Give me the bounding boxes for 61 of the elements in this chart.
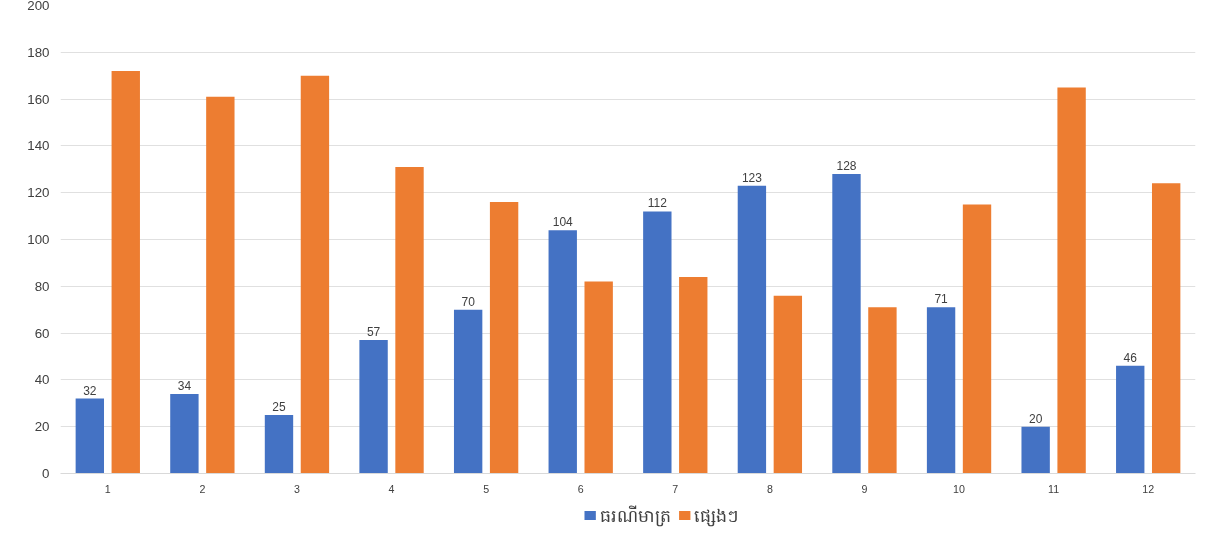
x-tick-label: 11 [1048,482,1060,495]
data-label: 123 [741,170,763,185]
data-label: 112 [647,196,668,211]
bar [926,307,956,474]
bar [962,204,992,474]
data-label: 71 [934,292,949,307]
data-label: 25 [272,400,286,414]
x-tick-label: 8 [766,482,773,495]
bar [206,96,235,474]
data-label: 128 [836,158,857,173]
data-label: 32 [83,383,97,398]
bar [737,185,767,474]
bar [170,393,199,474]
legend-label: ផ្សេងៗ [694,505,739,527]
x-tick-label: 4 [388,482,395,495]
bar [1021,426,1050,474]
y-tick-label: 100 [27,232,50,247]
x-tick-label: 1 [104,482,111,495]
y-tick-label: 180 [27,44,50,60]
data-label: 20 [1028,411,1043,426]
x-tick-label: 2 [199,482,206,495]
y-tick-label: 20 [34,419,50,435]
y-tick-label: 140 [27,138,50,154]
bar [1116,365,1145,474]
y-tick-label: 120 [27,185,50,201]
x-tick-label: 5 [483,482,490,495]
x-tick-label: 10 [953,482,966,495]
bar [679,276,708,474]
bar [548,230,577,474]
x-tick-label: 3 [294,482,300,495]
x-tick-label: 12 [1142,482,1155,495]
bar [453,309,483,474]
bar [584,281,613,474]
x-tick-label: 7 [672,482,679,495]
bar [489,202,519,474]
data-label: 70 [461,294,476,309]
bar [832,173,861,474]
bar [868,307,897,474]
bar [75,398,105,474]
bar [264,415,294,474]
x-tick-label: 9 [861,482,868,495]
bar [395,166,424,474]
y-tick-label: 200 [27,0,50,13]
bar [111,71,140,474]
bar [1057,87,1086,474]
y-tick-label: 60 [34,325,50,341]
bar [300,75,330,474]
data-label: 34 [177,378,192,393]
y-tick-label: 160 [27,91,50,107]
data-label: 104 [552,215,574,230]
legend-label: ធរណីមាត្រ [599,504,671,527]
data-label: 57 [366,325,381,340]
bar [643,211,672,474]
bar [1151,183,1181,474]
y-tick-label: 0 [42,466,50,481]
y-tick-label: 80 [34,278,50,294]
data-label: 46 [1123,350,1138,365]
x-tick-label: 6 [577,482,584,495]
bar [359,340,388,474]
bar [773,295,803,474]
y-tick-label: 40 [34,372,50,388]
